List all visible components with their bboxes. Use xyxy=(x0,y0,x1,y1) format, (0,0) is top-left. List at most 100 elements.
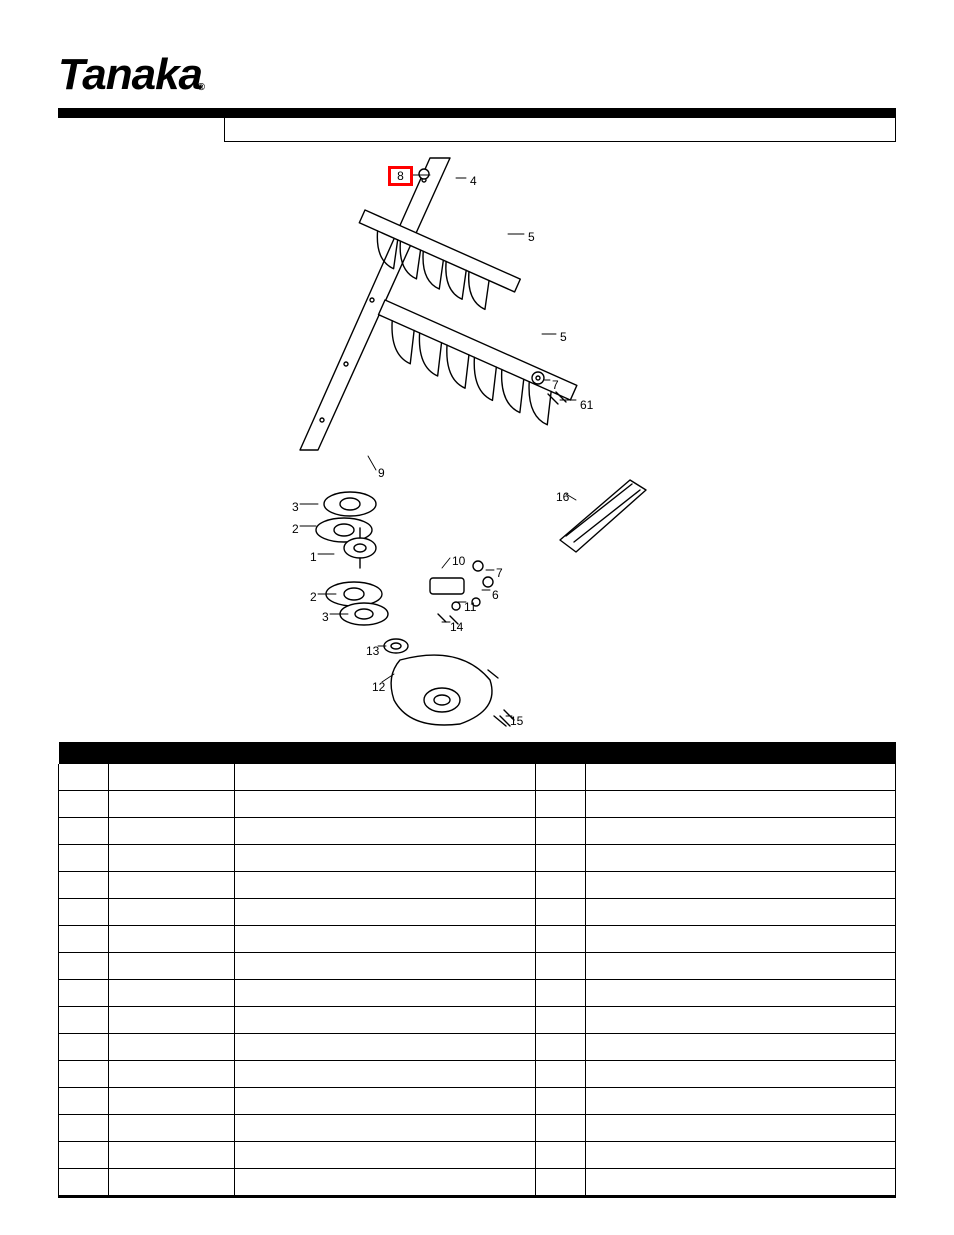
diagram-callout: 5 xyxy=(560,330,567,344)
table-cell xyxy=(586,791,896,818)
table-cell xyxy=(59,791,109,818)
table-cell xyxy=(59,1142,109,1169)
diagram-callout: 11 xyxy=(464,600,476,614)
table-cell xyxy=(586,1034,896,1061)
table-cell xyxy=(586,872,896,899)
diagram-callout-highlight: 8 xyxy=(388,166,413,186)
table-cell xyxy=(536,1142,586,1169)
brand-logo: Tanaka® xyxy=(58,50,202,100)
table-cell xyxy=(536,953,586,980)
diagram-callout: 7 xyxy=(552,378,559,392)
diagram-callout: 16 xyxy=(556,490,569,504)
diagram-callout: 1 xyxy=(310,550,317,564)
table-cell xyxy=(586,899,896,926)
table-cell xyxy=(586,764,896,791)
table-row xyxy=(59,1007,896,1034)
table-cell xyxy=(586,845,896,872)
table-cell xyxy=(536,1034,586,1061)
table-cell xyxy=(109,1115,235,1142)
section-title-box xyxy=(224,118,896,142)
table-cell xyxy=(59,845,109,872)
table-bottom-rule xyxy=(58,1195,896,1198)
parts-table xyxy=(58,742,896,1198)
table-row xyxy=(59,1169,896,1196)
diagram-callout: 9 xyxy=(378,466,385,480)
table-cell xyxy=(234,1034,535,1061)
table-header-cell xyxy=(586,742,896,764)
table-cell xyxy=(586,1169,896,1196)
table-cell xyxy=(536,764,586,791)
page-root: Tanaka® xyxy=(0,0,954,1235)
table-cell xyxy=(109,1034,235,1061)
table-cell xyxy=(234,1169,535,1196)
table-cell xyxy=(59,926,109,953)
table-cell xyxy=(536,1169,586,1196)
table-cell xyxy=(536,845,586,872)
brand-logo-text: Tanaka® xyxy=(58,50,202,99)
table-cell xyxy=(586,980,896,1007)
table-cell xyxy=(586,818,896,845)
table-cell xyxy=(586,1088,896,1115)
table-cell xyxy=(59,1169,109,1196)
table-cell xyxy=(109,818,235,845)
table-header-cell xyxy=(536,742,586,764)
table-cell xyxy=(536,1061,586,1088)
table-cell xyxy=(59,980,109,1007)
table-row xyxy=(59,1115,896,1142)
diagram-callout: 15 xyxy=(510,714,523,728)
table-row xyxy=(59,1088,896,1115)
table-cell xyxy=(234,764,535,791)
table-cell xyxy=(234,791,535,818)
table-cell xyxy=(109,845,235,872)
table-cell xyxy=(59,764,109,791)
table-cell xyxy=(109,764,235,791)
parts-table-grid xyxy=(58,742,896,1196)
table-cell xyxy=(536,791,586,818)
diagram-callout: 4 xyxy=(470,174,477,188)
table-cell xyxy=(59,872,109,899)
table-cell xyxy=(234,1088,535,1115)
table-cell xyxy=(536,1007,586,1034)
table-cell xyxy=(234,980,535,1007)
table-cell xyxy=(536,1088,586,1115)
table-cell xyxy=(109,1061,235,1088)
diagram-svg xyxy=(260,150,690,740)
table-cell xyxy=(59,953,109,980)
table-cell xyxy=(536,872,586,899)
diagram-callout: 7 xyxy=(496,566,503,580)
table-cell xyxy=(109,791,235,818)
table-cell xyxy=(59,1088,109,1115)
table-cell xyxy=(234,845,535,872)
table-cell xyxy=(586,1007,896,1034)
table-row xyxy=(59,818,896,845)
table-cell xyxy=(536,1115,586,1142)
table-cell xyxy=(109,1088,235,1115)
table-cell xyxy=(234,899,535,926)
diagram-callout: 3 xyxy=(292,500,299,514)
table-header-row xyxy=(59,742,896,764)
table-cell xyxy=(234,1007,535,1034)
diagram-callout: 13 xyxy=(366,644,379,658)
table-cell xyxy=(234,872,535,899)
diagram-callout: 6 xyxy=(492,588,499,602)
table-cell xyxy=(536,980,586,1007)
table-cell xyxy=(59,1034,109,1061)
table-cell xyxy=(234,818,535,845)
table-header-cell xyxy=(59,742,109,764)
table-cell xyxy=(109,1142,235,1169)
table-cell xyxy=(234,1115,535,1142)
table-cell xyxy=(109,1007,235,1034)
diagram-callout: 3 xyxy=(322,610,329,624)
exploded-diagram: 8 4557613212391076111413121516 xyxy=(260,150,690,740)
table-cell xyxy=(586,926,896,953)
table-cell xyxy=(536,926,586,953)
diagram-callout: 2 xyxy=(310,590,317,604)
diagram-callout-highlight-label: 8 xyxy=(397,169,404,183)
diagram-callout: 61 xyxy=(580,398,593,412)
table-row xyxy=(59,764,896,791)
table-cell xyxy=(586,1142,896,1169)
table-cell xyxy=(586,1061,896,1088)
table-row xyxy=(59,791,896,818)
table-cell xyxy=(59,1115,109,1142)
diagram-callout: 5 xyxy=(528,230,535,244)
